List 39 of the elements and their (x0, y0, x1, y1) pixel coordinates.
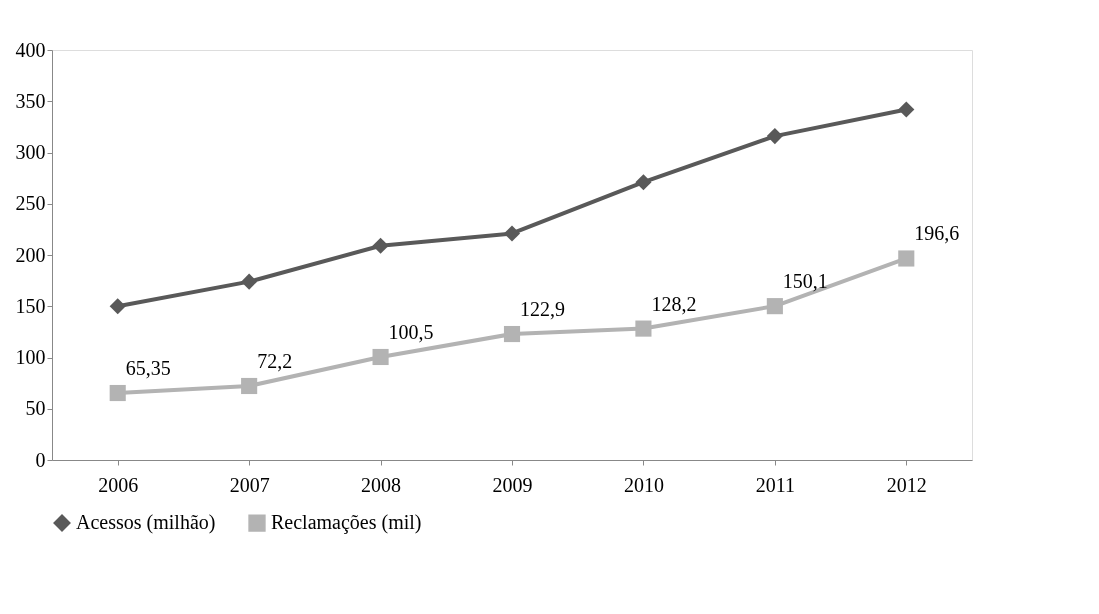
point (109, 298, 126, 315)
point (503, 225, 521, 242)
data-label: 72,2 (257, 349, 293, 372)
point (503, 325, 521, 343)
point (766, 128, 783, 145)
x-tick-label: 2012 (886, 473, 927, 496)
data-label: 65,35 (125, 357, 171, 380)
data-label: 122,9 (520, 298, 565, 321)
y-tick-label: 250 (15, 192, 46, 215)
point (241, 273, 258, 290)
point (766, 298, 783, 315)
y-tick-label: 350 (15, 89, 46, 112)
point (109, 384, 126, 402)
x-tick-label: 2006 (98, 473, 139, 496)
point (635, 320, 652, 337)
y-tick-label: 150 (15, 294, 46, 317)
point (898, 101, 915, 118)
point (635, 174, 652, 191)
data-label: 100,5 (388, 320, 434, 343)
legend-label: Acessos (milhão) (76, 511, 216, 535)
y-tick-label: 100 (15, 346, 46, 368)
y-tick-label: 0 (35, 448, 46, 471)
y-tick-label: 200 (15, 243, 46, 266)
y-tick-label: 300 (15, 141, 46, 163)
point (898, 250, 915, 267)
point (372, 348, 389, 366)
x-tick-label: 2010 (623, 473, 664, 496)
data-label: 128,2 (651, 292, 697, 315)
x-tick-label: 2008 (361, 473, 402, 496)
x-tick-label: 2011 (755, 473, 795, 496)
x-tick-label: 2009 (492, 473, 533, 496)
data-label: 196,6 (914, 222, 960, 245)
legend-label: Reclamações (mil) (271, 511, 422, 535)
y-tick-label: 400 (15, 38, 46, 61)
y-tick-label: 50 (25, 397, 46, 420)
x-tick-label: 2007 (229, 473, 270, 496)
data-label: 150,1 (782, 270, 828, 293)
point (372, 237, 389, 254)
point (241, 377, 258, 395)
